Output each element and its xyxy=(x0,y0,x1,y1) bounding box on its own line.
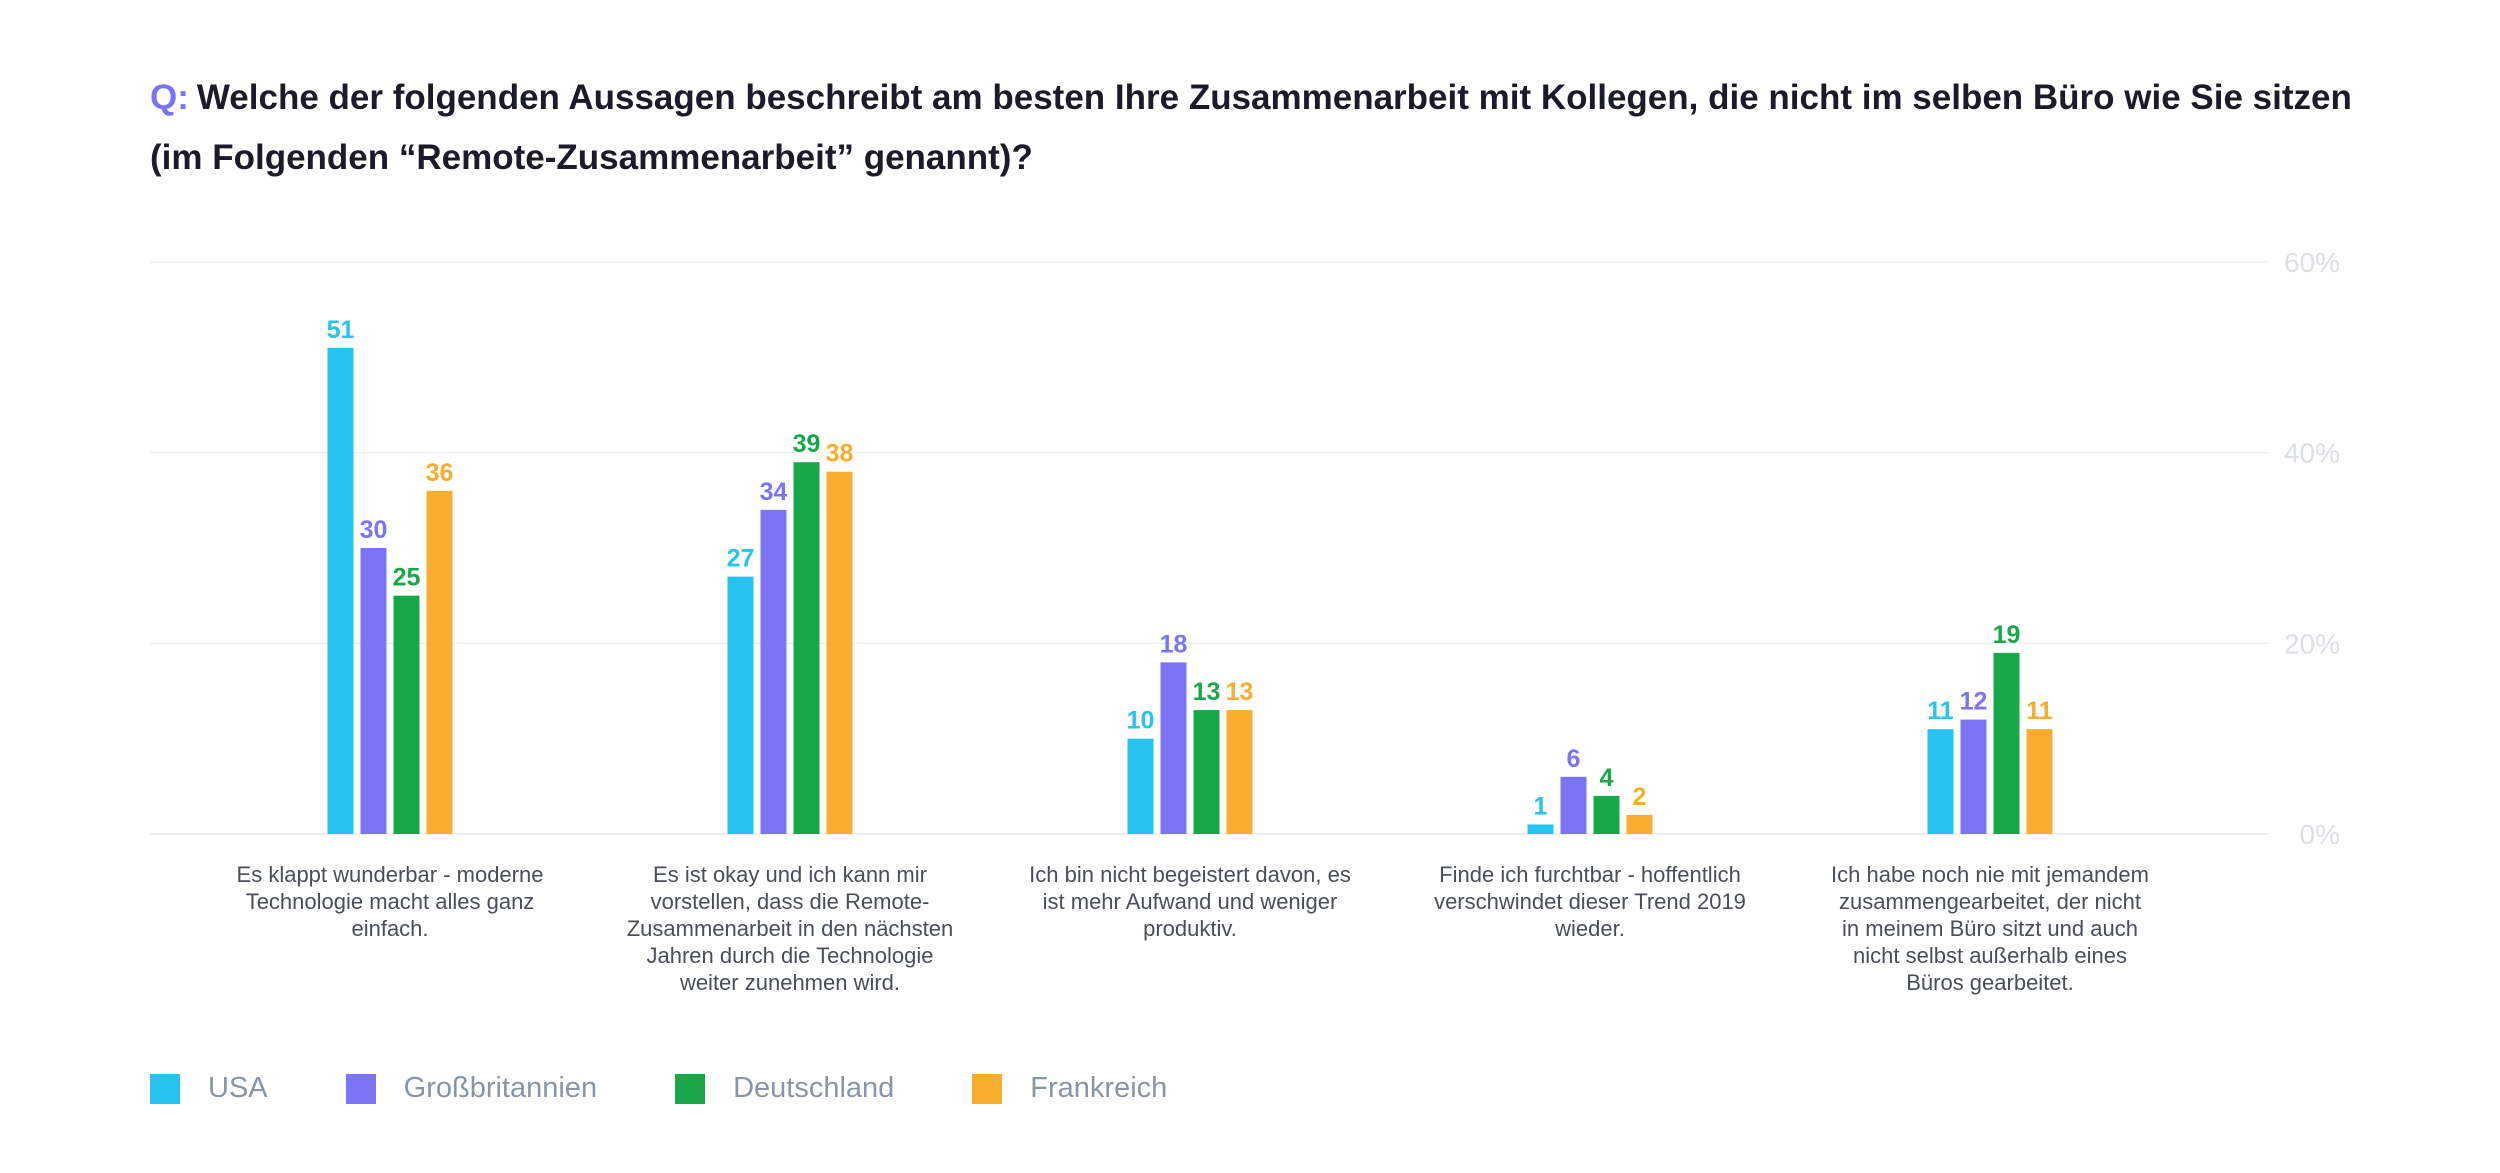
bar xyxy=(1593,795,1620,834)
bar xyxy=(793,462,820,834)
category-label: wieder. xyxy=(1554,916,1625,941)
bar xyxy=(1927,729,1954,834)
category-label: einfach. xyxy=(351,916,428,941)
bar xyxy=(1560,776,1587,834)
data-label: 13 xyxy=(1226,678,1254,706)
bar xyxy=(393,595,420,834)
category-label: Technologie macht alles ganz xyxy=(246,889,535,914)
legend-item-grossbritannien[interactable]: Großbritannien xyxy=(345,1072,598,1105)
question-title: Q: Welche der folgenden Aussagen beschrei… xyxy=(150,68,2390,188)
data-label: 1 xyxy=(1534,792,1548,820)
category-label: zusammengearbeitet, der nicht xyxy=(1839,889,2141,914)
data-label: 18 xyxy=(1160,630,1188,658)
category-label: Es ist okay und ich kann mir xyxy=(653,862,927,887)
data-label: 39 xyxy=(793,430,821,458)
legend-swatch-deutschland xyxy=(675,1073,706,1104)
category-label: nicht selbst außerhalb eines xyxy=(1853,943,2127,968)
legend: USA Großbritannien Deutschland Frankreic… xyxy=(150,1072,1245,1105)
data-label: 36 xyxy=(426,459,454,487)
bar xyxy=(826,471,853,834)
data-label: 2 xyxy=(1633,783,1647,811)
category-label: Es klappt wunderbar - moderne xyxy=(237,862,544,887)
category-label: Ich bin nicht begeistert davon, es xyxy=(1029,862,1351,887)
y-tick-label: 0% xyxy=(2300,819,2340,850)
category-label: Finde ich furchtbar - hoffentlich xyxy=(1439,862,1741,887)
bar xyxy=(327,347,354,834)
legend-swatch-usa xyxy=(150,1073,180,1104)
legend-swatch-frankreich xyxy=(972,1073,1003,1104)
data-label: 25 xyxy=(393,564,421,592)
legend-label-deutschland: Deutschland xyxy=(733,1072,895,1104)
data-label: 27 xyxy=(727,545,755,573)
bar xyxy=(1193,710,1220,834)
data-label: 34 xyxy=(760,478,788,506)
data-label: 19 xyxy=(1993,621,2021,649)
legend-item-deutschland[interactable]: Deutschland xyxy=(675,1072,894,1105)
legend-item-usa[interactable]: USA xyxy=(150,1072,268,1105)
question-text: Welche der folgenden Aussagen beschreibt… xyxy=(150,78,2352,177)
data-label: 11 xyxy=(1927,697,1954,725)
category-label: weiter zunehmen wird. xyxy=(679,970,900,995)
category-label: Zusammenarbeit in den nächsten xyxy=(627,916,954,941)
data-label: 4 xyxy=(1600,764,1614,792)
category-label: verschwindet dieser Trend 2019 xyxy=(1434,889,1746,914)
bar xyxy=(760,509,787,834)
category-label: ist mehr Aufwand und weniger xyxy=(1043,889,1338,914)
bar xyxy=(1127,738,1154,834)
category-label: vorstellen, dass die Remote- xyxy=(651,889,930,914)
legend-item-frankreich[interactable]: Frankreich xyxy=(972,1072,1167,1105)
legend-label-usa: USA xyxy=(208,1072,268,1104)
data-label: 13 xyxy=(1193,678,1221,706)
data-label: 11 xyxy=(2026,697,2053,725)
bar xyxy=(727,576,754,834)
bar xyxy=(1226,710,1253,834)
data-label: 12 xyxy=(1960,688,1988,716)
data-label: 30 xyxy=(360,516,388,544)
bar xyxy=(2026,729,2053,834)
bar xyxy=(426,490,453,834)
bar xyxy=(1160,662,1187,834)
category-label: Ich habe noch nie mit jemandem xyxy=(1831,862,2149,887)
legend-swatch-grossbritannien xyxy=(345,1073,376,1104)
legend-label-grossbritannien: Großbritannien xyxy=(403,1072,598,1104)
category-label: produktiv. xyxy=(1143,916,1237,941)
category-label: Büros gearbeitet. xyxy=(1906,970,2074,995)
category-label: in meinem Büro sitzt und auch xyxy=(1842,916,2138,941)
bar xyxy=(360,548,387,834)
category-label: Jahren durch die Technologie xyxy=(646,943,933,968)
data-label: 6 xyxy=(1567,745,1581,773)
data-label: 51 xyxy=(327,316,355,344)
y-tick-label: 20% xyxy=(2284,628,2340,659)
bar xyxy=(1626,814,1653,834)
bar xyxy=(1993,652,2020,834)
bar xyxy=(1960,719,1987,834)
legend-label-frankreich: Frankreich xyxy=(1030,1072,1168,1104)
data-label: 38 xyxy=(826,440,854,468)
data-label: 10 xyxy=(1127,707,1155,735)
y-tick-label: 60% xyxy=(2284,247,2340,278)
bar xyxy=(1527,824,1554,834)
y-tick-label: 40% xyxy=(2284,438,2340,469)
question-prefix: Q: xyxy=(150,78,189,117)
